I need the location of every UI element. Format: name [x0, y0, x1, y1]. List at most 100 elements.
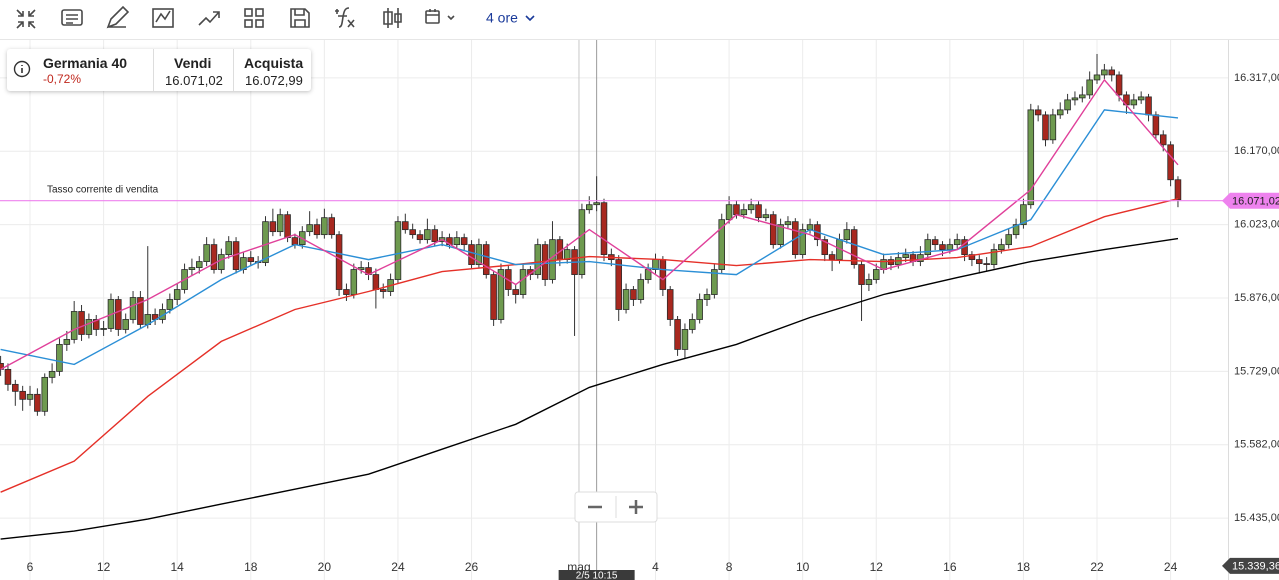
- candle-body: [1042, 114, 1049, 141]
- candle-body: [1034, 109, 1042, 116]
- x-tick-label: 20: [318, 560, 332, 574]
- x-tick-label: 22: [1090, 560, 1104, 574]
- candle-icon[interactable]: [383, 8, 402, 28]
- y-tick-label: 16.170,00: [1234, 145, 1279, 157]
- candle-body: [4, 368, 12, 385]
- candle-body: [497, 269, 505, 320]
- trend-icon[interactable]: [198, 11, 220, 26]
- candle-body: [1101, 69, 1108, 76]
- candle-body: [210, 244, 218, 270]
- candle-body: [335, 234, 343, 290]
- candle-body: [659, 259, 667, 290]
- x-tick-label: 24: [391, 560, 405, 574]
- x-tick-label: 18: [244, 560, 258, 574]
- buy-label[interactable]: Acquista: [244, 55, 304, 71]
- price-tag-label: 16.071,02: [1232, 196, 1279, 208]
- candle-body: [1071, 97, 1079, 101]
- candle-body: [519, 269, 527, 295]
- indicator-icon[interactable]: [335, 7, 355, 28]
- y-tick-label: 15.729,00: [1234, 365, 1279, 377]
- candle-body: [762, 214, 770, 219]
- candle-body: [203, 244, 210, 262]
- candle-body: [725, 204, 733, 221]
- instrument-change: -0,72%: [43, 72, 82, 86]
- candle-body: [424, 229, 431, 241]
- annotation: Tasso corrente di vendita: [47, 184, 159, 195]
- line-chart-icon[interactable]: [152, 8, 174, 28]
- candle-body: [637, 279, 645, 300]
- candle-body: [78, 311, 85, 335]
- calendar-icon[interactable]: [425, 9, 455, 24]
- timeframe[interactable]: 4 ore: [486, 10, 518, 26]
- candle-body: [122, 319, 129, 330]
- candle-body: [1093, 74, 1101, 81]
- moving-average: [0, 237, 1179, 540]
- crosshair-label: 2/5 10:15: [576, 571, 618, 580]
- candle-body: [1079, 94, 1086, 99]
- candle-body: [115, 299, 122, 330]
- save-icon[interactable]: [290, 8, 310, 28]
- y-tick-label: 15.435,00: [1234, 512, 1279, 524]
- candle-body: [843, 229, 851, 241]
- candle-body: [372, 274, 380, 290]
- candle-body: [931, 239, 939, 246]
- candle-body: [799, 229, 806, 256]
- candle-body: [129, 297, 137, 320]
- candle-body: [328, 217, 335, 236]
- collapse-icon[interactable]: [16, 9, 36, 29]
- buy-price[interactable]: 16.072,99: [245, 73, 303, 88]
- candle-body: [740, 209, 748, 216]
- candle-body: [313, 224, 321, 236]
- candle-body: [394, 221, 402, 280]
- candle-body: [747, 204, 755, 211]
- candle-body: [1174, 179, 1182, 201]
- notes-icon[interactable]: [61, 9, 83, 26]
- candle-body: [630, 289, 637, 300]
- candle-body: [953, 239, 961, 246]
- candle-body: [63, 339, 71, 345]
- x-tick-label: 8: [726, 560, 733, 574]
- candle-body: [902, 254, 909, 258]
- candle-body: [976, 259, 983, 264]
- candle-body: [482, 244, 490, 275]
- candle-body: [453, 237, 461, 246]
- candle-body: [1130, 99, 1138, 106]
- candle-body: [196, 261, 203, 268]
- candle-body: [622, 289, 630, 310]
- candle-body: [56, 344, 63, 372]
- moving-average: [0, 198, 1179, 493]
- price-tag: [1222, 192, 1279, 209]
- candle-body: [1020, 204, 1027, 226]
- candle-body: [968, 254, 976, 260]
- sell-price[interactable]: 16.071,02: [165, 73, 223, 88]
- candle-body: [615, 259, 622, 310]
- candle-body: [490, 274, 497, 320]
- candle-body: [1145, 96, 1152, 116]
- candle-body: [431, 229, 439, 243]
- timeframe-chevron[interactable]: [525, 15, 535, 22]
- candle-body: [468, 244, 475, 265]
- sell-label[interactable]: Vendi: [174, 55, 212, 71]
- candle-body: [998, 244, 1005, 251]
- x-tick-label: 6: [27, 560, 34, 574]
- zoom-in[interactable]: [629, 500, 643, 514]
- x-tick-label: 12: [870, 560, 884, 574]
- candle-body: [850, 229, 858, 265]
- candle-body: [872, 269, 880, 280]
- draw-icon[interactable]: [106, 5, 130, 29]
- candle-body: [350, 269, 358, 295]
- candle-body: [696, 299, 703, 320]
- candle-body: [262, 221, 269, 263]
- candle-body: [711, 269, 718, 295]
- y-tick-label: 16.317,00: [1234, 72, 1279, 84]
- info-icon[interactable]: [13, 60, 33, 80]
- candle-body: [269, 221, 277, 233]
- candle-body: [0, 362, 4, 370]
- candle-body: [666, 289, 674, 320]
- candle-body: [276, 214, 284, 233]
- layout-icon[interactable]: [244, 8, 264, 28]
- candle-body: [41, 376, 49, 412]
- separator: [233, 49, 234, 91]
- candle-body: [990, 249, 998, 265]
